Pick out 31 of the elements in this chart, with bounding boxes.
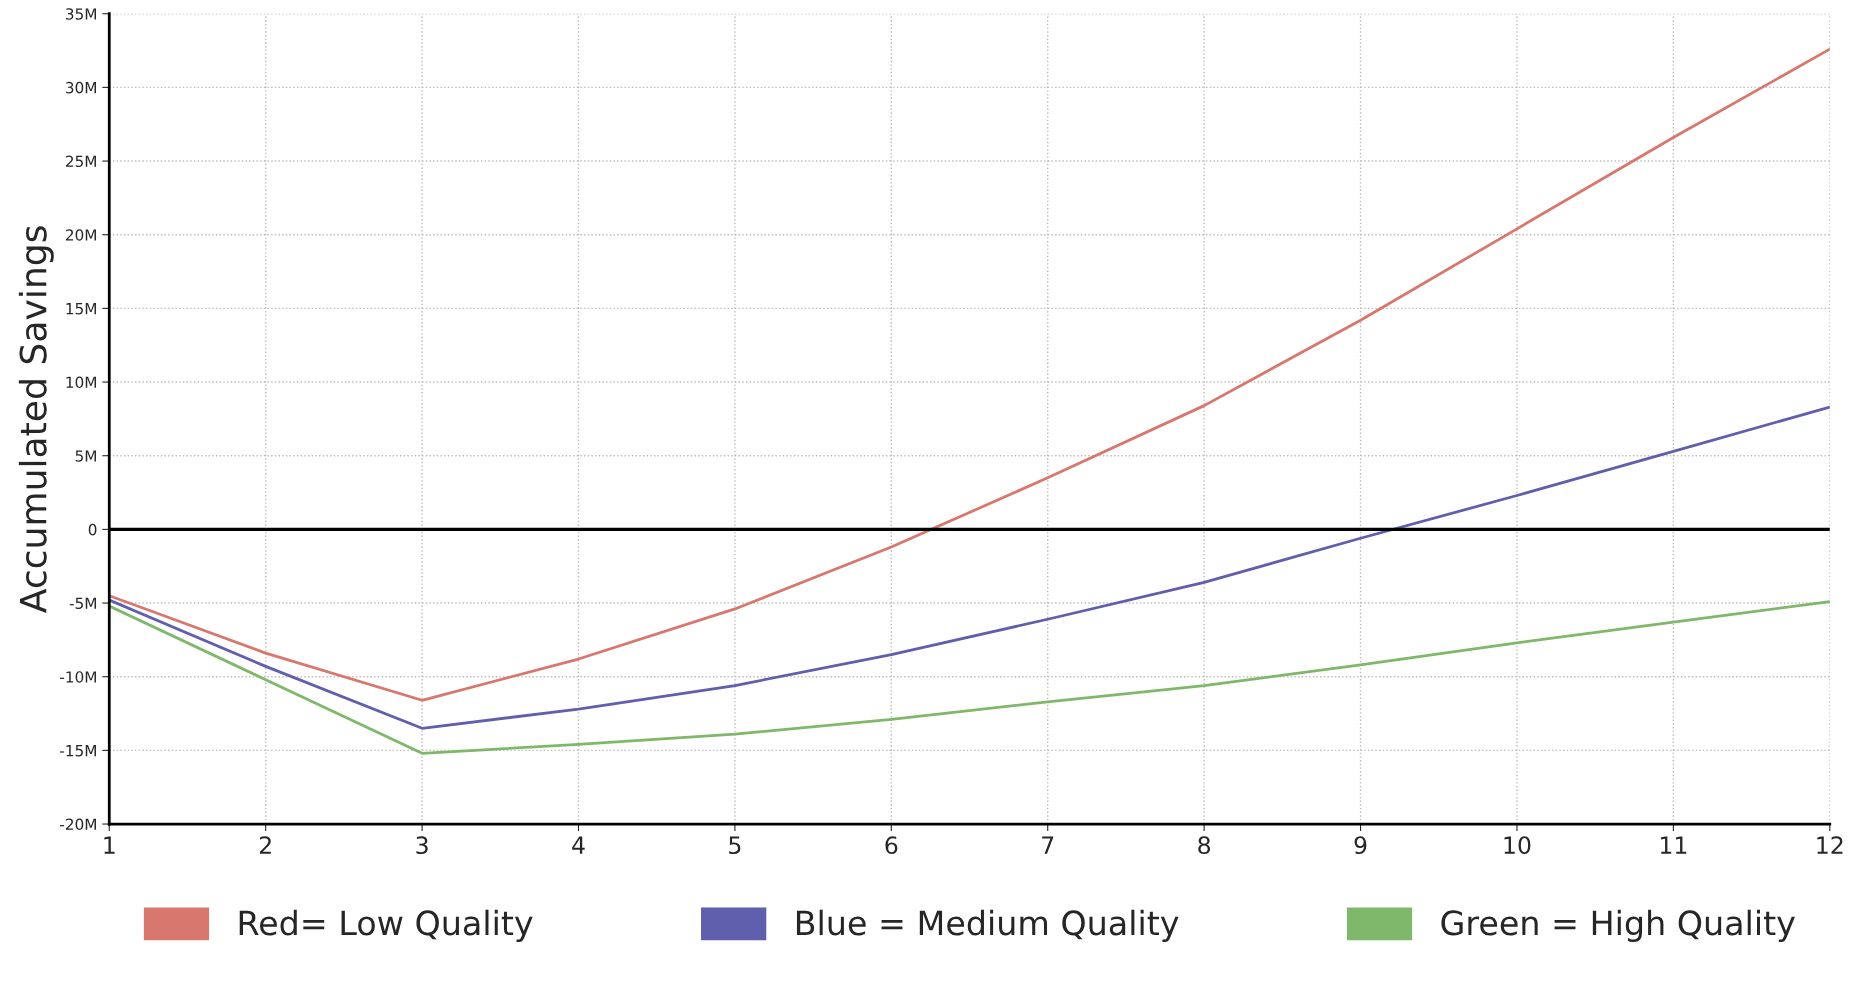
y-tick-label: 0 (88, 523, 97, 536)
line-series (109, 405, 1830, 730)
x-tick-label: 4 (572, 836, 585, 854)
y-tick-label: -15M (60, 745, 96, 757)
x-tick-label: 10 (1504, 836, 1531, 855)
y-tick-label: -10M (60, 671, 96, 683)
x-tick-label: 6 (885, 836, 898, 855)
x-tick-label: 7 (1042, 836, 1054, 854)
y-tick-label: -20M (60, 818, 96, 831)
y-tick-label: 35M (66, 8, 96, 20)
x-tick-label: 2 (259, 836, 271, 854)
y-tick-label: 20M (65, 229, 96, 241)
line-series (109, 47, 1830, 702)
x-tick-label: 12 (1817, 836, 1843, 854)
x-tick-label: 11 (1660, 836, 1687, 854)
x-tick-label: 8 (1198, 836, 1211, 855)
legend-label: Green = High Quality (1441, 909, 1795, 942)
y-tick-label: 10M (66, 376, 96, 389)
x-tick-label: 5 (729, 836, 741, 855)
y-tick-label: 30M (66, 81, 96, 94)
legend-label: Red= Low Quality (239, 909, 533, 942)
y-tick-label: 25M (65, 155, 96, 168)
x-tick-label: 9 (1354, 836, 1367, 855)
line-series (109, 600, 1830, 755)
y-tick-label: 15M (66, 303, 96, 315)
x-tick-label: 3 (416, 836, 428, 855)
y-axis-title: Accumulated Savings (18, 226, 54, 613)
y-tick-label: -5M (69, 597, 96, 610)
x-tick-label: 1 (104, 836, 115, 854)
y-tick-label: 5M (75, 450, 96, 462)
legend-label: Blue = Medium Quality (796, 909, 1179, 942)
